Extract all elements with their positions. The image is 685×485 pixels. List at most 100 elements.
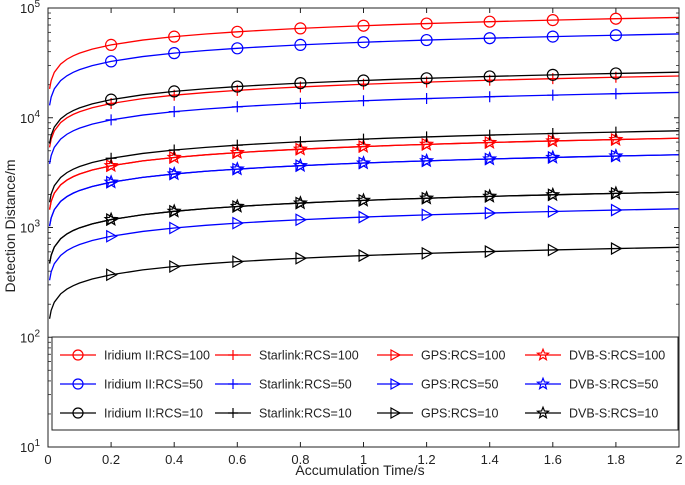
marker-star [535, 347, 551, 361]
series-line [48, 71, 679, 144]
x-tick-label: 1.4 [481, 452, 499, 467]
series-lower-blue-curve-unlabeled- [48, 203, 679, 281]
series-lower-black-curve-unlabeled- [48, 242, 679, 319]
x-tick-label: 1.6 [544, 452, 562, 467]
marker-triangle [106, 229, 118, 243]
marker-star [355, 138, 372, 153]
legend-item: DVB-S:RCS=10 [525, 405, 658, 421]
legend-item: DVB-S:RCS=50 [525, 376, 658, 392]
marker-triangle [390, 377, 402, 391]
marker-circle [483, 32, 496, 45]
marker-plus [105, 152, 117, 164]
legend-label: Iridium II:RCS=10 [104, 407, 203, 421]
legend-item: Starlink:RCS=50 [215, 378, 352, 392]
legend-label: DVB-S:RCS=100 [569, 349, 665, 363]
marker-star [292, 157, 308, 173]
x-axis-title: Accumulation Time/s [295, 462, 424, 478]
series-iridium-ii-rcs-50 [48, 29, 679, 106]
series-iridium-ii-rcs-10 [48, 67, 679, 144]
marker-circle [546, 68, 559, 81]
marker-circle [231, 25, 244, 38]
marker-star [482, 151, 498, 166]
marker-circle [104, 55, 118, 68]
marker-circle [168, 85, 181, 98]
marker-plus [610, 88, 622, 100]
marker-plus [228, 379, 238, 389]
marker-plus [484, 129, 496, 141]
series-starlink-rcs-100 [48, 71, 679, 148]
x-tick-label: 0.8 [291, 452, 309, 467]
marker-plus [231, 139, 243, 151]
series-line [48, 154, 679, 227]
marker-star [166, 149, 182, 164]
marker-triangle [232, 255, 245, 269]
marker-triangle [610, 203, 623, 217]
marker-plus [484, 91, 496, 103]
marker-star [608, 148, 624, 163]
marker-triangle [390, 406, 402, 420]
legend: Iridium II:RCS=100 Starlink:RCS=100 GPS:RC… [51, 336, 679, 431]
marker-plus [421, 93, 433, 105]
marker-star [545, 132, 561, 148]
marker-star [229, 198, 245, 213]
legend-item: Starlink:RCS=10 [215, 407, 352, 421]
series-dvb-s-rcs-50 [48, 148, 679, 227]
legend-label: GPS:RCS=10 [421, 407, 499, 421]
y-tick-label: 103 [20, 219, 40, 236]
x-tick-label: 0.4 [165, 452, 183, 467]
series-line [48, 137, 679, 210]
marker-star [292, 195, 308, 210]
marker-star [545, 186, 561, 202]
series-dvb-s-rcs-100 [48, 131, 679, 210]
legend-label: DVB-S:RCS=10 [569, 407, 658, 421]
marker-plus [228, 350, 238, 360]
marker-plus [168, 144, 180, 156]
marker-star [292, 141, 308, 156]
marker-triangle [169, 221, 181, 235]
series-line [48, 208, 679, 281]
marker-circle [483, 70, 496, 83]
marker-triangle [484, 206, 497, 220]
marker-circle [294, 22, 307, 35]
x-tick-label: 2 [675, 452, 682, 467]
legend-label: Iridium II:RCS=50 [104, 378, 203, 392]
marker-triangle [547, 243, 560, 257]
legend-item: GPS:RCS=100 [377, 349, 505, 363]
marker-star [535, 376, 551, 390]
marker-circle [168, 30, 181, 43]
x-tick-label: 1.2 [418, 452, 436, 467]
marker-plus [358, 95, 369, 107]
marker-star [608, 185, 624, 200]
marker-circle [609, 12, 623, 25]
legend-item: Iridium II:RCS=50 [60, 378, 203, 392]
y-tick-labels: 101 102 103 104 105 [20, 0, 40, 455]
x-tick-label: 0.2 [102, 452, 120, 467]
marker-star [608, 131, 624, 146]
marker-star [166, 165, 182, 181]
series-line [48, 91, 679, 164]
marker-circle [168, 47, 181, 60]
plot-area: Iridium II:RCS=100 Starlink:RCS=100 GPS:RC… [47, 7, 680, 448]
marker-star [229, 161, 245, 176]
series-line [48, 16, 679, 89]
legend-label: Iridium II:RCS=100 [104, 349, 210, 363]
marker-star [166, 203, 182, 218]
marker-triangle [421, 246, 434, 260]
marker-circle [104, 93, 118, 106]
marker-circle [294, 38, 307, 51]
x-tick-label: 0.6 [228, 452, 246, 467]
series-gps-rcs-10 [48, 186, 679, 264]
x-tick-labels: 0 0.2 0.4 0.6 0.8 1 1.2 1.4 1.6 1.8 2 [44, 452, 682, 467]
legend-label: Starlink:RCS=10 [259, 407, 352, 421]
marker-circle [483, 15, 496, 28]
marker-triangle [421, 208, 434, 222]
marker-circle [357, 74, 370, 87]
legend-item: DVB-S:RCS=100 [525, 347, 665, 363]
legend-label: Starlink:RCS=50 [259, 378, 352, 392]
series-line [48, 246, 679, 319]
marker-plus [547, 127, 559, 139]
marker-circle [231, 42, 244, 55]
marker-triangle [295, 213, 308, 227]
y-tick-label: 101 [20, 438, 40, 455]
marker-circle [420, 33, 433, 47]
